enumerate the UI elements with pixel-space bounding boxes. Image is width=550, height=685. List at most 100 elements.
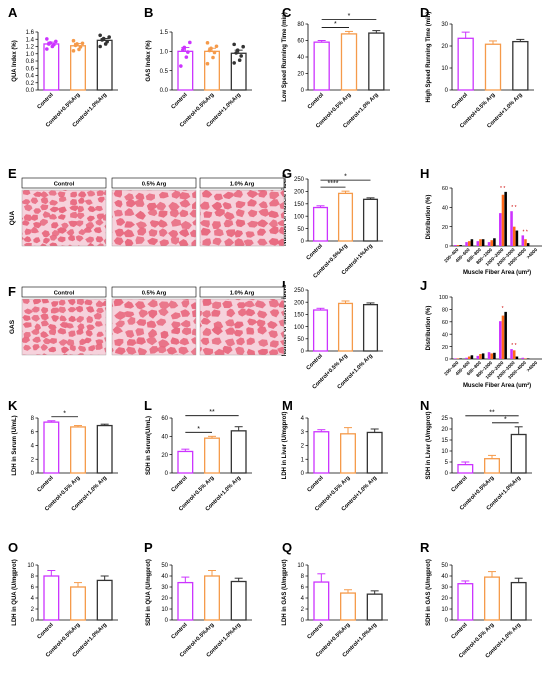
muscle-fiber — [134, 199, 145, 207]
bar — [204, 575, 220, 621]
distribution-bar — [465, 357, 468, 359]
significance-mark: * * — [500, 186, 505, 192]
muscle-fiber — [178, 346, 189, 355]
y-tick-label: 0 — [301, 471, 305, 477]
muscle-fiber — [67, 307, 77, 313]
y-tick-label: 200 — [294, 190, 305, 196]
tissue-border — [199, 189, 285, 247]
distribution-bar — [481, 239, 485, 246]
x-tick-label: Control — [306, 243, 325, 262]
bar — [484, 458, 500, 474]
muscle-fiber — [246, 327, 255, 335]
muscle-fiber — [94, 321, 103, 327]
muscle-fiber — [235, 209, 245, 218]
x-tick-label: Control — [451, 92, 470, 111]
muscle-fiber — [86, 215, 95, 222]
significance-label: * — [63, 410, 66, 417]
muscle-fiber — [213, 193, 223, 201]
muscle-fiber — [127, 357, 137, 364]
data-point — [184, 55, 189, 59]
distribution-bar — [521, 357, 525, 359]
muscle-fiber — [246, 348, 256, 355]
muscle-fiber — [234, 230, 243, 238]
muscle-fiber — [112, 214, 113, 218]
muscle-fiber — [22, 322, 32, 328]
muscle-fiber — [257, 356, 267, 365]
distribution-bar — [459, 358, 462, 359]
y-tick-label: 3 — [301, 430, 305, 436]
bar — [43, 421, 60, 474]
muscle-fiber — [256, 248, 266, 256]
y-axis-C: 0 20 40 60 80 Low Speed Running Time (min) — [282, 12, 309, 102]
muscle-fiber — [200, 322, 202, 328]
muscle-fiber — [247, 199, 257, 207]
muscle-fiber — [214, 246, 223, 253]
muscle-fiber — [40, 343, 48, 351]
muscle-fiber — [135, 221, 147, 229]
muscle-fiber — [269, 309, 280, 318]
bar — [177, 450, 194, 474]
data-point — [205, 61, 210, 66]
distribution-bar — [481, 353, 485, 359]
panel-letter-D: D — [420, 5, 429, 20]
muscle-fiber — [277, 238, 284, 246]
panel-letter-H: H — [420, 166, 429, 181]
muscle-fiber — [268, 219, 278, 228]
muscle-fiber — [267, 320, 278, 329]
muscle-fiber — [14, 309, 22, 315]
y-tick-label: 0 — [165, 618, 169, 624]
muscle-fiber — [168, 201, 180, 211]
y-tick-label: 0.2 — [26, 81, 35, 87]
distribution-bar — [504, 311, 507, 359]
muscle-fiber — [22, 315, 31, 321]
muscle-fiber — [95, 343, 103, 350]
muscle-fiber — [124, 193, 134, 201]
muscle-fiber — [33, 191, 43, 197]
distribution-bar — [470, 239, 474, 246]
muscle-fiber — [40, 243, 47, 246]
muscle-fiber — [212, 301, 222, 310]
data-point — [211, 55, 215, 60]
muscle-fiber — [200, 347, 202, 353]
panel-letter-K: K — [8, 398, 18, 413]
x-tick-label: Control — [36, 622, 55, 641]
distribution-bar — [454, 358, 457, 359]
muscle-fiber — [202, 347, 214, 355]
muscle-fiber — [124, 301, 135, 309]
muscle-fiber — [78, 191, 87, 198]
muscle-fiber — [158, 308, 169, 317]
muscle-fiber — [22, 316, 23, 319]
y-tick-label: 0.0 — [26, 88, 35, 94]
muscle-fiber — [124, 311, 135, 318]
y-axis-L: 0 20 40 60 SDH in Serum(U/mL) — [146, 416, 173, 477]
muscle-fiber — [158, 228, 168, 237]
muscle-fiber — [202, 327, 212, 336]
muscle-fiber — [42, 353, 48, 355]
bar — [340, 33, 358, 91]
y-tick-label: 4 — [31, 596, 35, 602]
y-axis-label: QUA Index (%) — [12, 40, 18, 81]
muscle-fiber — [59, 315, 67, 322]
muscle-fiber — [222, 345, 233, 355]
muscle-fiber — [22, 236, 24, 240]
muscle-fiber — [280, 339, 284, 346]
muscle-fiber — [105, 244, 113, 250]
muscle-fiber — [179, 192, 191, 200]
y-tick-label: 10 — [441, 449, 448, 455]
x-tick-label: Control — [170, 622, 189, 641]
muscle-fiber — [68, 330, 76, 337]
distribution-bar — [487, 242, 491, 246]
muscle-fiber — [31, 306, 40, 313]
micrograph-row-qua: Control 0.5% Arg 1.0% Arg QUA — [9, 177, 285, 256]
muscle-fiber — [87, 242, 95, 246]
muscle-fiber — [86, 324, 95, 331]
muscle-fiber — [123, 229, 135, 238]
muscle-fiber — [200, 220, 210, 228]
muscle-fiber — [193, 317, 196, 324]
muscle-fiber — [23, 204, 33, 212]
micrograph-header-box — [21, 286, 107, 298]
muscle-fiber — [257, 326, 267, 335]
distribution-bar — [515, 230, 519, 246]
